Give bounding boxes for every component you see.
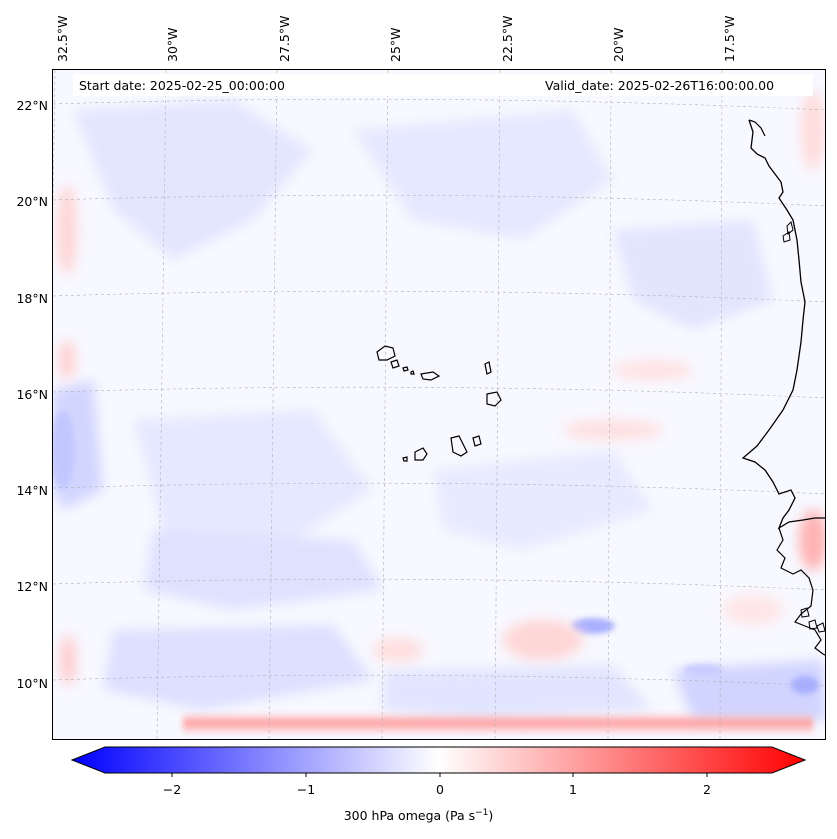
colorbar-tick-neg2: −2 [162,782,182,797]
africa-coastline [741,119,825,530]
colorbar-gradient [70,746,807,774]
lat-label-22n: 22°N [16,98,48,113]
cape-verde-islands [376,345,502,462]
colorbar-tick-1: 1 [569,782,577,797]
lon-label-25w: 25°W [388,27,403,62]
lat-label-18n: 18°N [16,291,48,306]
lat-label-14n: 14°N [16,483,48,498]
lon-label-27-5w: 27.5°W [277,15,292,62]
colorbar [70,746,807,777]
bijagos-islet [816,622,825,633]
colorbar-tick-0: 0 [436,782,444,797]
gridlines [53,70,825,739]
start-date-label: Start date: 2025-02-25_00:00:00 [79,78,285,93]
lat-label-16n: 16°N [16,387,48,402]
africa-coastline-south [776,527,825,656]
bijagos-islet [800,607,810,618]
lat-label-20n: 20°N [16,194,48,209]
lon-label-22-5w: 22.5°W [500,15,515,62]
lon-label-20w: 20°W [611,27,626,62]
lon-label-17-5w: 17.5°W [722,15,737,62]
lat-label-10n: 10°N [16,676,48,691]
valid-date-label: Valid_date: 2025-02-26T16:00:00.00 [545,78,775,93]
negative-omega-patches [53,100,825,720]
colorbar-label: 300 hPa omega (Pa s−1) [343,808,494,824]
colorbar-tick-2: 2 [703,782,711,797]
lat-label-12n: 12°N [16,579,48,594]
omega-field-map [53,70,825,739]
lon-label-32-5w: 32.5°W [55,15,70,62]
coastal-islet [782,231,791,243]
colorbar-tick-marks [171,773,708,777]
bijagos-islet [808,619,818,630]
coastal-islet [786,221,794,235]
colorbar-tick-neg1: −1 [296,782,316,797]
positive-omega-band [183,712,813,734]
coast-north-tip [748,119,766,137]
map-panel [52,69,826,740]
lon-label-30w: 30°W [165,27,180,62]
positive-omega-patches [57,90,825,685]
header-strip [73,74,813,96]
